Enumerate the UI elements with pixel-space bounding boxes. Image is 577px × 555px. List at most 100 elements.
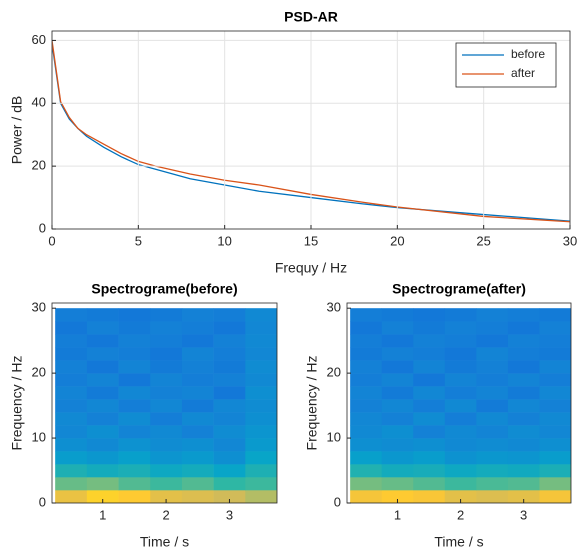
- heatmap-cell: [539, 412, 571, 426]
- legend-label: after: [511, 66, 535, 80]
- heatmap-cell: [118, 464, 151, 478]
- heatmap-cell: [118, 386, 151, 400]
- heatmap-cell: [86, 399, 119, 413]
- heatmap-cell: [181, 464, 214, 478]
- heatmap-cell: [118, 308, 151, 322]
- heatmap-cell: [381, 308, 414, 322]
- chart-title: Spectrograme(before): [91, 281, 237, 297]
- heatmap-cell: [476, 490, 509, 503]
- heatmap-cell: [413, 425, 446, 439]
- y-axis-label: Frequency / Hz: [9, 356, 25, 451]
- heatmap-cell: [381, 425, 414, 439]
- heatmap-cell: [245, 321, 277, 335]
- heatmap-cell: [507, 399, 540, 413]
- heatmap-cell: [245, 451, 277, 465]
- heatmap-cell: [150, 438, 183, 452]
- y-tick-label: 20: [327, 365, 341, 380]
- heatmap-cell: [444, 373, 477, 387]
- heatmap-cell: [350, 412, 383, 426]
- heatmap-cell: [507, 464, 540, 478]
- heatmap-cell: [118, 451, 151, 465]
- heatmap-cell: [181, 360, 214, 374]
- heatmap-cell: [181, 490, 214, 503]
- heatmap-cell: [539, 425, 571, 439]
- legend-label: before: [511, 47, 545, 61]
- heatmap-cell: [476, 308, 509, 322]
- heatmap-cell: [539, 490, 571, 503]
- heatmap-cell: [245, 464, 277, 478]
- heatmap-cell: [55, 373, 88, 387]
- heatmap-cell: [413, 386, 446, 400]
- heatmap-cell: [150, 321, 183, 335]
- heatmap-cell: [444, 425, 477, 439]
- heatmap-cell: [86, 321, 119, 335]
- heatmap-cell: [381, 412, 414, 426]
- heatmap-cell: [181, 334, 214, 348]
- y-tick-label: 10: [32, 430, 46, 445]
- y-tick-label: 20: [32, 365, 46, 380]
- heatmap-cell: [413, 438, 446, 452]
- x-tick-label: 2: [162, 507, 169, 522]
- heatmap-cell: [55, 425, 88, 439]
- heatmap-cell: [213, 425, 246, 439]
- x-tick-label: 25: [476, 233, 490, 248]
- heatmap-cell: [118, 490, 151, 503]
- heatmap-cell: [444, 451, 477, 465]
- heatmap-cell: [245, 360, 277, 374]
- heatmap-cell: [118, 399, 151, 413]
- heatmap-cell: [476, 334, 509, 348]
- heatmap-cell: [413, 490, 446, 503]
- heatmap-cell: [507, 386, 540, 400]
- heatmap-cell: [86, 438, 119, 452]
- heatmap-cell: [86, 425, 119, 439]
- heatmap-cell: [539, 373, 571, 387]
- heatmap-cell: [413, 477, 446, 491]
- heatmap-cell: [181, 412, 214, 426]
- x-tick-label: 20: [390, 233, 404, 248]
- heatmap-cell: [444, 399, 477, 413]
- x-tick-label: 0: [48, 233, 55, 248]
- heatmap-cell: [245, 477, 277, 491]
- heatmap-cell: [181, 425, 214, 439]
- y-tick-label: 10: [327, 430, 341, 445]
- heatmap-cell: [539, 438, 571, 452]
- x-tick-label: 15: [304, 233, 318, 248]
- x-tick-label: 3: [520, 507, 527, 522]
- heatmap-cell: [118, 477, 151, 491]
- heatmap-cell: [507, 425, 540, 439]
- heatmap-cell: [245, 347, 277, 361]
- heatmap-cell: [413, 373, 446, 387]
- plot-layer: [350, 308, 571, 503]
- heatmap-cell: [55, 464, 88, 478]
- heatmap-cell: [150, 451, 183, 465]
- heatmap-cell: [55, 490, 88, 503]
- y-tick-label: 0: [39, 494, 46, 509]
- heatmap-cell: [118, 321, 151, 335]
- heatmap-cell: [150, 308, 183, 322]
- heatmap-cell: [55, 438, 88, 452]
- heatmap-cell: [86, 451, 119, 465]
- heatmap-cell: [150, 399, 183, 413]
- heatmap-cell: [118, 334, 151, 348]
- y-tick-label: 40: [32, 95, 46, 110]
- x-axis-label: Time / s: [434, 534, 483, 550]
- heatmap-cell: [55, 386, 88, 400]
- y-tick-label: 0: [39, 220, 46, 235]
- heatmap-cell: [381, 386, 414, 400]
- heatmap-cell: [55, 477, 88, 491]
- heatmap-cell: [444, 308, 477, 322]
- x-tick-label: 1: [394, 507, 401, 522]
- heatmap-cell: [444, 490, 477, 503]
- heatmap-cell: [213, 334, 246, 348]
- heatmap-cell: [86, 360, 119, 374]
- heatmap-cell: [539, 308, 571, 322]
- heatmap-cell: [245, 425, 277, 439]
- heatmap-cell: [150, 490, 183, 503]
- heatmap-cell: [444, 334, 477, 348]
- heatmap-cell: [86, 477, 119, 491]
- heatmap-cell: [55, 308, 88, 322]
- heatmap-cell: [86, 490, 119, 503]
- heatmap-cell: [539, 451, 571, 465]
- heatmap-cell: [86, 347, 119, 361]
- heatmap-cell: [381, 334, 414, 348]
